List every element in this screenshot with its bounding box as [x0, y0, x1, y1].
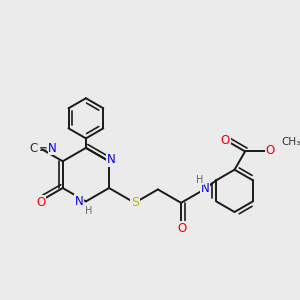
Text: N: N	[201, 182, 209, 195]
Text: O: O	[266, 144, 275, 157]
Text: O: O	[220, 134, 230, 147]
Text: CH₃: CH₃	[282, 137, 300, 147]
Text: N: N	[74, 195, 83, 208]
Text: H: H	[196, 175, 204, 184]
Text: N: N	[48, 142, 57, 155]
Text: H: H	[85, 206, 92, 216]
Text: S: S	[131, 196, 139, 209]
Text: ≡: ≡	[39, 144, 48, 154]
Text: N: N	[107, 153, 116, 166]
Text: O: O	[36, 196, 46, 208]
Text: O: O	[177, 222, 186, 235]
Text: C: C	[29, 142, 38, 155]
